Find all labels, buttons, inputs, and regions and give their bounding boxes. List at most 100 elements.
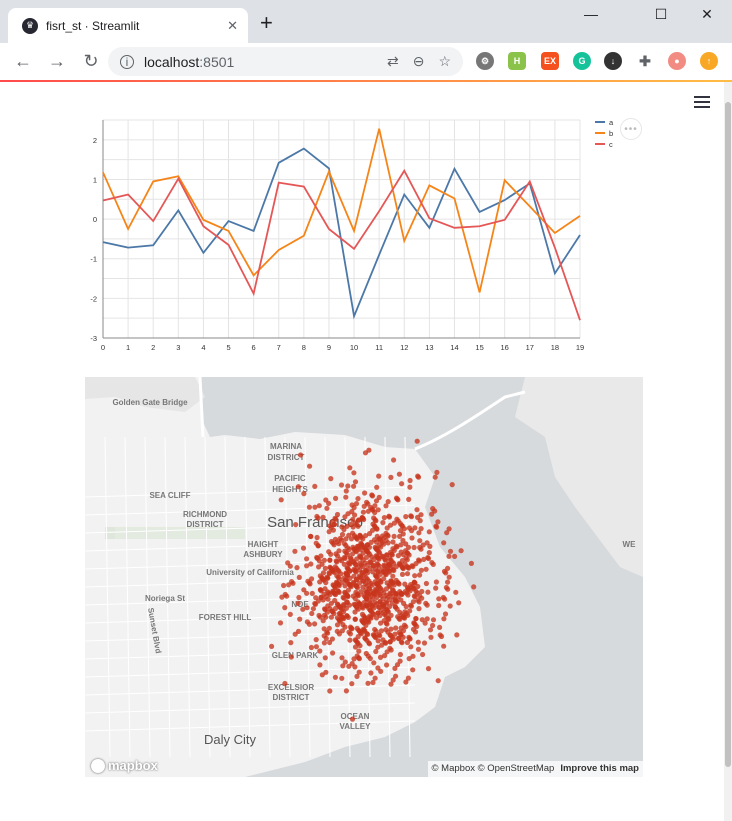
map-point — [355, 543, 361, 550]
improve-map-link[interactable]: Improve this map — [560, 763, 639, 774]
x-tick-label: 10 — [350, 343, 358, 352]
close-tab-icon[interactable]: ✕ — [227, 17, 238, 33]
map-point — [378, 628, 384, 634]
maximize-button[interactable]: ☐ — [654, 6, 668, 22]
legend-label-a: a — [609, 118, 614, 127]
map-point — [374, 581, 380, 588]
update-icon[interactable]: ↑ — [700, 52, 718, 70]
map-point — [441, 616, 447, 622]
bookmark-star-icon[interactable]: ☆ — [438, 53, 451, 69]
map-point — [344, 613, 350, 619]
map-point — [349, 661, 355, 667]
map-point — [388, 474, 394, 480]
map-point — [367, 594, 373, 600]
map-point — [434, 524, 440, 530]
ex-extension-icon[interactable]: EX — [541, 52, 559, 70]
map-point — [326, 625, 332, 631]
streamlit-decoration-bar — [0, 80, 732, 82]
map-point — [316, 503, 322, 509]
info-icon[interactable]: i — [120, 54, 134, 69]
map-view[interactable]: Golden Gate Bridge MARINA DISTRICT PACIFIC H… — [85, 377, 643, 777]
map-point — [418, 567, 424, 573]
map-point — [315, 543, 321, 549]
map-point — [350, 530, 356, 536]
map-point — [399, 571, 406, 577]
download-extension-icon[interactable]: ↓ — [604, 52, 622, 70]
map-point — [308, 561, 314, 567]
map-point — [385, 499, 391, 505]
map-point — [328, 565, 334, 571]
map-point — [300, 606, 306, 612]
new-tab-button[interactable]: + — [260, 10, 273, 35]
chart-more-options-icon[interactable]: ••• — [620, 118, 642, 140]
map-point — [389, 579, 395, 586]
map-point — [352, 609, 358, 615]
map-point — [365, 570, 371, 576]
map-point — [334, 622, 341, 628]
map-point — [394, 599, 400, 605]
map-point — [337, 618, 343, 624]
address-bar[interactable]: i localhost:8501 ⇄ ⊖ ☆ — [108, 47, 463, 76]
street — [85, 684, 416, 696]
map-point — [412, 525, 418, 531]
map-point — [406, 656, 412, 662]
mapbox-logo[interactable]: mapbox — [91, 758, 158, 773]
map-point — [326, 529, 332, 535]
map-point — [343, 536, 349, 542]
map-label: EXCELSIOR — [268, 683, 314, 692]
map-point — [435, 678, 441, 684]
map-point — [300, 545, 307, 551]
golden-gate-park-2 — [115, 527, 245, 539]
minimize-button[interactable]: — — [584, 6, 598, 22]
map-point — [343, 494, 349, 500]
scrollbar-thumb[interactable] — [725, 102, 731, 767]
map-point — [360, 509, 366, 515]
x-tick-label: 14 — [450, 343, 458, 352]
attribution-link[interactable]: © Mapbox © OpenStreetMap — [431, 763, 555, 774]
map-point — [387, 583, 393, 590]
map-point — [321, 557, 327, 563]
translate-icon[interactable]: ⇄ — [386, 53, 399, 69]
map-point — [365, 680, 371, 686]
forward-arrow-icon[interactable]: → — [48, 51, 66, 71]
reload-icon[interactable]: ↻ — [83, 51, 99, 71]
map-point — [390, 539, 396, 545]
zoom-icon[interactable]: ⊖ — [412, 53, 425, 69]
map-point — [362, 635, 368, 641]
map-point — [405, 675, 411, 681]
map-point — [395, 553, 401, 559]
map-point — [386, 569, 393, 575]
profile-avatar[interactable]: ● — [668, 52, 686, 70]
settings-extension-icon[interactable]: ⚙ — [476, 52, 494, 70]
map-point — [376, 550, 383, 556]
grammarly-extension-icon[interactable]: G — [573, 52, 591, 70]
map-point — [370, 590, 376, 596]
map-point — [367, 551, 373, 557]
map-point — [376, 473, 382, 479]
ladder-extension-icon[interactable]: H — [508, 52, 526, 70]
main-menu-icon[interactable] — [694, 96, 710, 110]
extensions-puzzle-icon[interactable]: ✚ — [636, 52, 654, 70]
map-point — [406, 496, 412, 502]
map-point — [313, 644, 319, 650]
close-window-button[interactable]: ✕ — [701, 6, 713, 22]
browser-tab[interactable]: ♛ fisrt_st · Streamlit ✕ — [8, 8, 248, 43]
map-point — [436, 596, 442, 602]
map-point — [301, 491, 307, 497]
back-arrow-icon[interactable]: ← — [14, 51, 32, 71]
map-point — [370, 679, 376, 686]
tab-title: fisrt_st · Streamlit — [46, 18, 140, 33]
map-point — [391, 533, 397, 539]
map-point — [377, 599, 383, 605]
map-label: MARINA — [270, 442, 302, 451]
map-point — [397, 658, 403, 664]
map-point — [414, 507, 420, 513]
map-point — [371, 557, 377, 563]
map-point — [415, 474, 422, 480]
page-scrollbar[interactable] — [724, 82, 732, 821]
map-point — [442, 611, 449, 617]
y-tick-label: 0 — [93, 215, 97, 224]
x-tick-label: 15 — [475, 343, 483, 352]
map-point — [399, 612, 405, 618]
map-point — [339, 614, 346, 620]
